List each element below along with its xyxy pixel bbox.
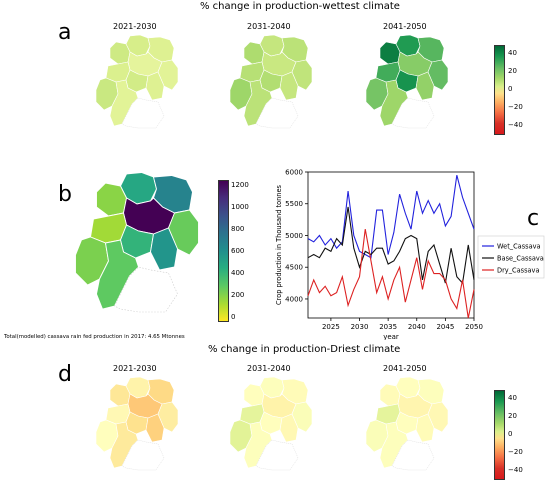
series-line-wet-cassava — [307, 175, 475, 259]
colorbar-tick: 1200 — [231, 181, 249, 189]
wet-title: % change in production-wettest climate — [200, 1, 400, 12]
series-line-dry-cassava — [307, 229, 475, 319]
map-production-2017 — [75, 172, 199, 313]
lake-victoria — [121, 439, 165, 471]
y-axis-label: Crop production in Thousand tonnes — [275, 184, 283, 304]
period-label: 2041-2050 — [383, 22, 427, 31]
x-tick-label: 2025 — [322, 323, 340, 331]
colorbar-tick: 0 — [508, 85, 513, 93]
series-line-base-cassava — [307, 206, 475, 285]
colorbar-tick: 400 — [231, 269, 245, 277]
map-region — [145, 71, 165, 101]
legend-label: Dry_Cassava — [497, 267, 540, 275]
colorbar-tick: 0 — [231, 313, 236, 321]
production-note: Total(modelled) cassava rain fed product… — [4, 334, 185, 340]
map-dry-2031-2040 — [229, 376, 313, 471]
period-label: 2031-2040 — [247, 22, 291, 31]
map-region — [279, 71, 299, 101]
map-dry-2021-2030 — [95, 376, 179, 471]
period-label: 2021-2030 — [113, 22, 157, 31]
map-region — [279, 413, 299, 443]
lake-victoria — [391, 439, 435, 471]
y-tick-label: 4500 — [285, 264, 303, 272]
colorbar-tick: 40 — [508, 49, 517, 57]
map-wet-2031-2040 — [229, 34, 313, 129]
colorbar-tick: 0 — [508, 430, 513, 438]
panel-letter-c: c — [527, 206, 540, 231]
colorbar-tick: 40 — [508, 394, 517, 402]
colorbar-production — [218, 180, 229, 322]
x-tick-label: 2035 — [379, 323, 397, 331]
map-wet-2021-2030 — [95, 34, 179, 129]
colorbar-tick: 1000 — [231, 203, 249, 211]
colorbar-tick: 600 — [231, 247, 245, 255]
colorbar-change-dry — [494, 390, 505, 480]
lake-victoria — [121, 97, 165, 129]
x-tick-label: 2040 — [408, 323, 426, 331]
map-dry-2041-2050 — [365, 376, 449, 471]
dry-title: % change in production-Driest climate — [208, 344, 401, 355]
colorbar-tick: −20 — [508, 103, 523, 111]
map-region — [415, 71, 435, 101]
panel-letter-d: d — [58, 362, 72, 387]
y-tick-label: 5000 — [285, 232, 303, 240]
colorbar-tick: −20 — [508, 448, 523, 456]
panel-letter-b: b — [58, 182, 72, 207]
y-tick-label: 4000 — [285, 295, 303, 303]
period-label: 2021-2030 — [113, 364, 157, 373]
lake-victoria — [255, 439, 299, 471]
legend-label: Base_Cassava — [497, 255, 544, 263]
x-tick-label: 2030 — [351, 323, 369, 331]
legend: Wet_Cassava Base_Cassava Dry_Cassava — [477, 235, 545, 279]
colorbar-tick: 20 — [508, 67, 517, 75]
x-tick-label: 2050 — [465, 323, 483, 331]
map-region — [145, 413, 165, 443]
colorbar-tick: −40 — [508, 121, 523, 129]
plot-frame — [307, 171, 475, 319]
colorbar-tick: 20 — [508, 412, 517, 420]
line-chart: 2025 2030 2035 2040 2045 2050 4000 4500 5000 5500… — [275, 169, 545, 340]
map-wet-2041-2050 — [365, 34, 449, 129]
lake-victoria — [114, 266, 178, 313]
lake-victoria — [255, 97, 299, 129]
colorbar-tick: −40 — [508, 466, 523, 474]
map-region — [150, 227, 178, 271]
legend-box — [477, 235, 545, 279]
panel-letter-a: a — [58, 20, 72, 45]
period-label: 2031-2040 — [247, 364, 291, 373]
period-label: 2041-2050 — [383, 364, 427, 373]
x-tick-label: 2045 — [436, 323, 454, 331]
y-tick-label: 5500 — [285, 200, 303, 208]
y-tick-label: 6000 — [285, 169, 303, 177]
legend-label: Wet_Cassava — [497, 243, 541, 251]
x-axis-label: year — [383, 333, 399, 340]
colorbar-change-wet — [494, 45, 505, 135]
lake-victoria — [391, 97, 435, 129]
colorbar-tick: 800 — [231, 225, 245, 233]
map-region — [415, 413, 435, 443]
colorbar-tick: 200 — [231, 291, 245, 299]
